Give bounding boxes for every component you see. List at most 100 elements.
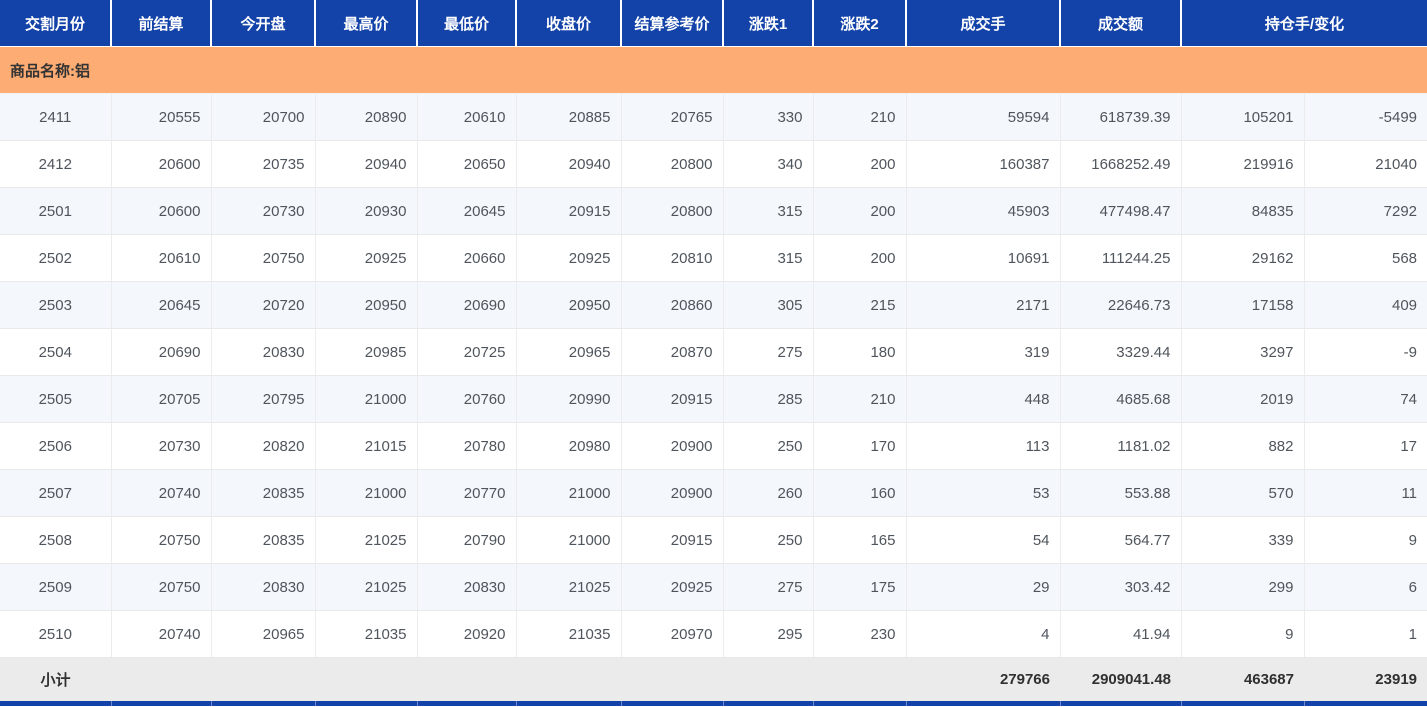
- cell: 200: [813, 234, 907, 282]
- cell: 20730: [111, 422, 212, 470]
- next-header-cell: [1060, 701, 1182, 706]
- cell: 250: [723, 422, 814, 470]
- cell: 20980: [516, 422, 622, 470]
- cell: 29: [906, 563, 1061, 611]
- cell: 2508: [0, 516, 112, 564]
- cell: 215: [813, 281, 907, 329]
- cell: 20915: [621, 516, 724, 564]
- cell: 21000: [315, 375, 418, 423]
- table-row: 2508 20750 20835 21025 20790 21000 20915 250 165…: [0, 516, 1427, 564]
- cell: 11: [1304, 469, 1427, 517]
- subtotal-label: 小计: [0, 657, 111, 701]
- cell: 2502: [0, 234, 112, 282]
- next-header-cell: [111, 701, 212, 706]
- cell: 20795: [211, 375, 316, 423]
- cell: 230: [813, 610, 907, 658]
- cell: 9: [1181, 610, 1305, 658]
- cell: 570: [1181, 469, 1305, 517]
- next-header-cell: [621, 701, 724, 706]
- cell: 20660: [417, 234, 517, 282]
- cell: 21015: [315, 422, 418, 470]
- table-header: 交割月份 前结算 今开盘 最高价 最低价 收盘价 结算参考价 涨跌1 涨跌2 成交手 成交额 持仓手/…: [0, 0, 1427, 47]
- cell: 2507: [0, 469, 112, 517]
- next-header-cell: [211, 701, 316, 706]
- cell: 2509: [0, 563, 112, 611]
- cell: 20830: [211, 328, 316, 376]
- cell: 200: [813, 187, 907, 235]
- cell: 20720: [211, 281, 316, 329]
- cell: 21000: [516, 516, 622, 564]
- cell: 882: [1181, 422, 1305, 470]
- cell: 20965: [516, 328, 622, 376]
- cell: 20735: [211, 140, 316, 188]
- cell: 4: [906, 610, 1061, 658]
- table-row: 2505 20705 20795 21000 20760 20990 20915 285 210…: [0, 375, 1427, 423]
- cell: 175: [813, 563, 907, 611]
- commodity-name-label: 商品名称:铝: [0, 46, 1427, 94]
- cell: 20915: [516, 187, 622, 235]
- cell: 330: [723, 93, 814, 141]
- next-header-cell: [417, 701, 517, 706]
- cell: 2504: [0, 328, 112, 376]
- cell: 303.42: [1060, 563, 1182, 611]
- subtotal-spacer: [111, 657, 906, 701]
- table-row: 2412 20600 20735 20940 20650 20940 20800 340 200…: [0, 140, 1427, 188]
- next-header-cell: [516, 701, 622, 706]
- cell: 165: [813, 516, 907, 564]
- column-header: 成交额: [1060, 0, 1182, 47]
- cell: 20780: [417, 422, 517, 470]
- table-row: 2502 20610 20750 20925 20660 20925 20810 315 200…: [0, 234, 1427, 282]
- cell: 275: [723, 563, 814, 611]
- cell: 200: [813, 140, 907, 188]
- next-header-cell: [0, 701, 112, 706]
- cell: 20820: [211, 422, 316, 470]
- column-header: 交割月份: [0, 0, 112, 47]
- cell: 275: [723, 328, 814, 376]
- cell: 20770: [417, 469, 517, 517]
- cell: 20835: [211, 469, 316, 517]
- table-row: 2509 20750 20830 21025 20830 21025 20925 275 175…: [0, 563, 1427, 611]
- column-header: 涨跌1: [723, 0, 814, 47]
- cell: 20750: [111, 563, 212, 611]
- cell: 20610: [417, 93, 517, 141]
- cell: 1668252.49: [1060, 140, 1182, 188]
- cell: 54: [906, 516, 1061, 564]
- cell: 20650: [417, 140, 517, 188]
- cell: 20700: [211, 93, 316, 141]
- cell: 285: [723, 375, 814, 423]
- next-header-cell: [315, 701, 418, 706]
- cell: 7292: [1304, 187, 1427, 235]
- cell: 21035: [315, 610, 418, 658]
- cell: 20915: [621, 375, 724, 423]
- cell: 219916: [1181, 140, 1305, 188]
- cell: 20800: [621, 187, 724, 235]
- cell: 3329.44: [1060, 328, 1182, 376]
- cell: 477498.47: [1060, 187, 1182, 235]
- cell: -5499: [1304, 93, 1427, 141]
- cell: 260: [723, 469, 814, 517]
- table-row: 2411 20555 20700 20890 20610 20885 20765 330 210…: [0, 93, 1427, 141]
- cell: 20830: [211, 563, 316, 611]
- cell: 20940: [516, 140, 622, 188]
- cell: 20885: [516, 93, 622, 141]
- next-table-header-edge: [0, 701, 1427, 706]
- cell: -9: [1304, 328, 1427, 376]
- next-header-cell: [906, 701, 1061, 706]
- cell: 210: [813, 93, 907, 141]
- cell: 553.88: [1060, 469, 1182, 517]
- cell: 20990: [516, 375, 622, 423]
- cell: 20830: [417, 563, 517, 611]
- cell: 20870: [621, 328, 724, 376]
- subtotal-row: 小计 279766 2909041.48 463687 23919: [0, 657, 1427, 701]
- subtotal-volume: 279766: [906, 657, 1060, 701]
- cell: 20900: [621, 469, 724, 517]
- cell: 20600: [111, 140, 212, 188]
- cell: 564.77: [1060, 516, 1182, 564]
- cell: 84835: [1181, 187, 1305, 235]
- column-header: 前结算: [111, 0, 212, 47]
- subtotal-open-interest: 463687: [1181, 657, 1304, 701]
- cell: 160387: [906, 140, 1061, 188]
- cell: 299: [1181, 563, 1305, 611]
- cell: 53: [906, 469, 1061, 517]
